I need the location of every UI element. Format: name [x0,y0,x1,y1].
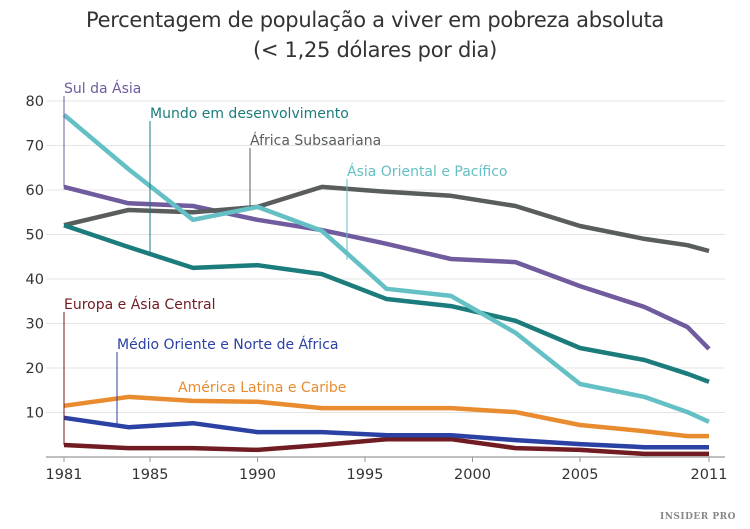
x-tick-label: 2005 [562,467,599,483]
series-label: América Latina e Caribe [178,380,346,396]
series-label: Médio Oriente e Norte de África [117,336,338,353]
y-tick-label: 40 [26,272,44,288]
x-tick-label: 1981 [46,467,83,483]
series-label: Mundo em desenvolvimento [150,106,349,122]
y-tick-label: 80 [26,94,44,110]
series-line-6 [63,415,709,450]
series-line-1 [63,184,711,351]
y-tick-label: 20 [26,361,44,377]
y-tick-label: 30 [26,317,44,333]
x-tick-label: 1990 [239,467,276,483]
series-line-2 [63,223,710,384]
y-tick-label: 60 [26,183,44,199]
series-line-4 [62,113,710,424]
y-tick-label: 50 [26,228,44,244]
x-tick-label: 1995 [347,467,384,483]
series-line-7 [63,394,709,439]
series-label: Ásia Oriental e Pacífico [347,163,507,180]
chart-title: Percentagem de população a viver em pobr… [86,8,664,32]
x-tick-label: 2000 [454,467,491,483]
series-label: Sul da Ásia [64,80,141,97]
series-line-5 [63,436,709,457]
insider-pro-logo: INSIDER PRO [659,512,736,522]
y-tick-label: 10 [26,406,44,422]
y-tick-label: 70 [26,139,44,155]
series-label: Europa e Ásia Central [64,296,215,313]
x-tick-label: 1985 [132,467,169,483]
series-label: África Subsaariana [250,132,381,149]
chart-subtitle: (< 1,25 dólares por dia) [252,38,497,62]
x-tick-label: 2011 [691,467,728,483]
